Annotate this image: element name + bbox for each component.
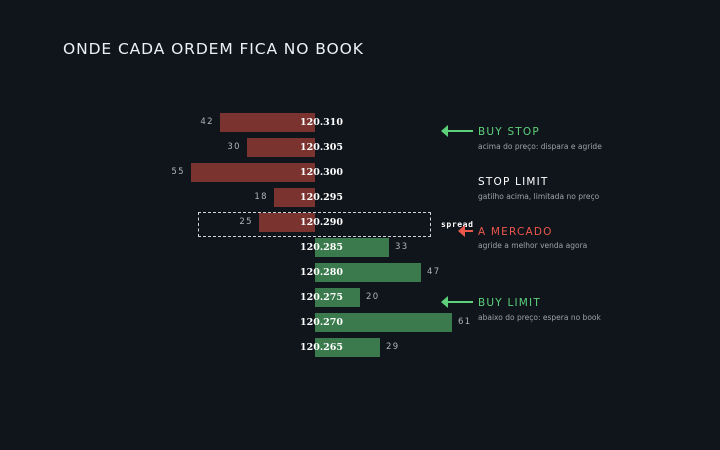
bid-level: 120.265 29 xyxy=(0,338,720,357)
page-title: ONDE CADA ORDEM FICA NO BOOK xyxy=(63,40,364,58)
quantity-label: 25 xyxy=(239,217,253,227)
price-level: 120.300 xyxy=(300,167,343,178)
price-level: 120.285 xyxy=(300,242,343,253)
arrow-shaft xyxy=(447,301,473,303)
ask-volume-bar xyxy=(259,213,315,232)
ask-level: 120.290 25 xyxy=(0,213,720,232)
stop-limit-desc: gatilho acima, limitada no preço xyxy=(478,192,600,201)
bid-volume-bar xyxy=(315,288,360,307)
buy-stop-desc: acima do preço: dispara e agride xyxy=(478,142,602,151)
quantity-label: 55 xyxy=(171,167,185,177)
quantity-label: 47 xyxy=(427,267,441,277)
bid-level: 120.275 20 xyxy=(0,288,720,307)
ask-level: 120.305 30 xyxy=(0,138,720,157)
market-desc: agride a melhor venda agora xyxy=(478,241,588,250)
bid-volume-bar xyxy=(315,238,389,257)
spread-box xyxy=(198,212,431,237)
quantity-label: 20 xyxy=(366,292,380,302)
price-level: 120.310 xyxy=(300,117,343,128)
stop-limit-title: STOP LIMIT xyxy=(478,176,549,188)
arrow-left-icon xyxy=(441,296,473,308)
quantity-label: 30 xyxy=(227,142,241,152)
market-title: A MERCADO xyxy=(478,226,553,238)
ask-volume-bar xyxy=(191,163,315,182)
buy-limit-title: BUY LIMIT xyxy=(478,297,541,309)
bid-level: 120.270 61 xyxy=(0,313,720,332)
bid-level: 120.280 47 xyxy=(0,263,720,282)
arrow-shaft xyxy=(464,230,473,232)
quantity-label: 29 xyxy=(386,342,400,352)
ask-volume-bar xyxy=(274,188,315,207)
ask-level: 120.300 55 xyxy=(0,163,720,182)
ask-level: 120.295 18 xyxy=(0,188,720,207)
quantity-label: 18 xyxy=(254,192,268,202)
arrow-shaft xyxy=(447,130,473,132)
quantity-label: 61 xyxy=(458,317,472,327)
price-level: 120.270 xyxy=(300,317,343,328)
arrow-head-icon xyxy=(441,296,448,308)
buy-stop-title: BUY STOP xyxy=(478,126,540,138)
bid-level: 120.285 33 xyxy=(0,238,720,257)
price-level: 120.265 xyxy=(300,342,343,353)
price-level: 120.295 xyxy=(300,192,343,203)
price-level: 120.305 xyxy=(300,142,343,153)
quantity-label: 42 xyxy=(200,117,214,127)
arrow-left-icon xyxy=(458,225,473,237)
arrow-left-icon xyxy=(441,125,473,137)
bid-volume-bar xyxy=(315,263,421,282)
arrow-head-icon xyxy=(458,225,465,237)
spread-label: spread xyxy=(441,220,474,229)
quantity-label: 33 xyxy=(395,242,409,252)
ask-volume-bar xyxy=(220,113,315,132)
buy-limit-desc: abaixo do preço: espera no book xyxy=(478,313,601,322)
bid-volume-bar xyxy=(315,313,452,332)
price-level: 120.280 xyxy=(300,267,343,278)
price-level: 120.275 xyxy=(300,292,343,303)
ask-volume-bar xyxy=(247,138,315,157)
arrow-head-icon xyxy=(441,125,448,137)
bid-volume-bar xyxy=(315,338,380,357)
ask-level: 120.310 42 xyxy=(0,113,720,132)
price-level: 120.290 xyxy=(300,217,343,228)
